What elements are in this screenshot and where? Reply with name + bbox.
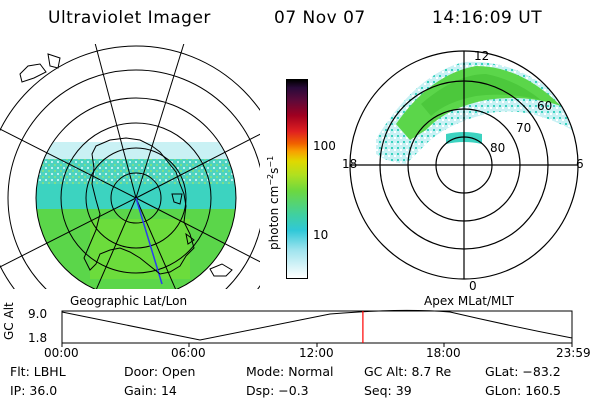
info-value: Open xyxy=(162,364,196,379)
info-value: 39 xyxy=(395,383,412,398)
info-value: LBHL xyxy=(33,364,66,379)
mlt-label-0: 0 xyxy=(469,279,477,293)
info-field: GLon: 160.5 xyxy=(485,383,561,398)
info-key: GLon: xyxy=(485,383,526,398)
info-value: 160.5 xyxy=(525,383,561,398)
info-field: IP: 36.0 xyxy=(10,383,57,398)
colorbar-unit-label: photon cm−2s−1 xyxy=(266,155,281,250)
altitude-ytick-max: 9.0 xyxy=(28,307,48,321)
mlat-label-80: 80 xyxy=(490,141,505,155)
info-value: 14 xyxy=(160,383,177,398)
altitude-plot-frame xyxy=(61,310,573,344)
colorbar-tick-10: 10 xyxy=(313,228,329,242)
info-value: −83.2 xyxy=(522,364,561,379)
ground-track xyxy=(135,197,163,285)
mlt-label-6: 6 xyxy=(576,157,584,171)
xtick-0600: 06:00 xyxy=(171,346,206,360)
date-label: 07 Nov 07 xyxy=(274,8,366,28)
altitude-ylabel: GC Alt xyxy=(2,302,16,340)
info-key: Mode: xyxy=(246,364,289,379)
info-field: Mode: Normal xyxy=(246,364,333,379)
mlat-label-70: 70 xyxy=(516,121,531,135)
color-scale-bar xyxy=(286,79,308,279)
info-value: −0.3 xyxy=(278,383,309,398)
info-key: GC Alt: xyxy=(364,364,412,379)
left-panel-caption: Geographic Lat/Lon xyxy=(70,294,188,308)
info-field: Door: Open xyxy=(124,364,195,379)
coastline xyxy=(19,53,233,277)
xtick-2359: 23:59 xyxy=(556,346,591,360)
info-value: 36.0 xyxy=(29,383,58,398)
lon-grid-left xyxy=(0,44,260,289)
xtick-1800: 18:00 xyxy=(426,346,461,360)
info-field: Seq: 39 xyxy=(364,383,412,398)
info-value: 8.7 Re xyxy=(411,364,452,379)
info-field: Gain: 14 xyxy=(124,383,177,398)
info-key: GLat: xyxy=(485,364,523,379)
app-title: Ultraviolet Imager xyxy=(48,8,211,28)
geographic-map xyxy=(0,44,260,289)
xtick-0000: 00:00 xyxy=(44,346,79,360)
right-panel-caption: Apex MLat/MLT xyxy=(424,294,514,308)
info-key: Flt: xyxy=(10,364,34,379)
altitude-curve xyxy=(61,309,573,341)
info-key: Gain: xyxy=(124,383,161,398)
altitude-plot xyxy=(61,309,573,347)
mlt-label-18: 18 xyxy=(342,157,357,171)
info-field: Dsp: −0.3 xyxy=(246,383,309,398)
lat-grid-left xyxy=(0,45,260,289)
info-field: GLat: −83.2 xyxy=(485,364,561,379)
altitude-ytick-min: 1.8 xyxy=(28,331,48,345)
mlat-label-60: 60 xyxy=(537,99,552,113)
mlt-label-12: 12 xyxy=(474,49,489,63)
colorbar-tick-100: 100 xyxy=(313,139,336,153)
xtick-1200: 12:00 xyxy=(299,346,334,360)
info-field: GC Alt: 8.7 Re xyxy=(364,364,451,379)
info-key: Seq: xyxy=(364,383,396,398)
info-key: IP: xyxy=(10,383,30,398)
info-field: Flt: LBHL xyxy=(10,364,66,379)
info-key: Dsp: xyxy=(246,383,279,398)
info-value: Normal xyxy=(288,364,334,379)
time-label: 14:16:09 UT xyxy=(432,8,543,28)
apex-mlat-mlt-plot: 12 18 6 0 60 70 80 xyxy=(342,49,584,293)
aurora-emission-right xyxy=(376,61,576,164)
mlt-axes xyxy=(350,51,578,279)
info-key: Door: xyxy=(124,364,163,379)
